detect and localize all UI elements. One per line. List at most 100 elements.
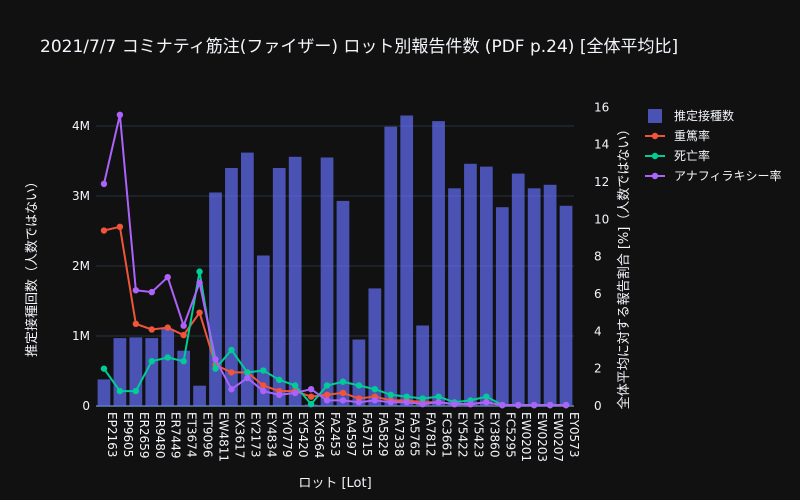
data-point[interactable] [100, 365, 108, 372]
data-point[interactable] [307, 400, 315, 408]
data-point[interactable] [228, 346, 235, 354]
data-point[interactable] [483, 393, 490, 400]
data-point[interactable] [164, 274, 171, 281]
data-point[interactable] [260, 382, 267, 389]
data-point[interactable] [196, 268, 203, 275]
data-point[interactable] [546, 401, 554, 409]
data-point[interactable] [339, 378, 347, 385]
bar[interactable] [129, 337, 143, 406]
data-point[interactable] [499, 401, 506, 409]
data-point[interactable] [323, 391, 331, 398]
data-point[interactable] [228, 369, 235, 376]
bar[interactable] [416, 325, 430, 407]
bar[interactable] [240, 152, 254, 406]
data-point[interactable] [212, 356, 219, 363]
data-point[interactable] [483, 399, 490, 406]
data-point[interactable] [244, 374, 251, 382]
data-point[interactable] [307, 386, 315, 393]
bar[interactable] [543, 184, 557, 406]
data-point[interactable] [260, 387, 267, 395]
data-point[interactable] [116, 387, 124, 395]
data-point[interactable] [180, 322, 187, 329]
data-point[interactable] [435, 393, 442, 400]
bar[interactable] [177, 350, 191, 406]
legend-item[interactable]: 推定接種数 [648, 108, 734, 123]
bar[interactable] [352, 339, 366, 407]
bar[interactable] [288, 156, 302, 406]
data-point[interactable] [339, 397, 347, 404]
data-point[interactable] [260, 367, 267, 374]
data-point[interactable] [387, 399, 394, 406]
bar[interactable] [161, 329, 175, 406]
bar[interactable] [320, 157, 334, 407]
data-point[interactable] [148, 288, 155, 296]
data-point[interactable] [228, 386, 235, 393]
data-point[interactable] [100, 180, 108, 188]
data-point[interactable] [339, 389, 347, 397]
data-point[interactable] [403, 393, 410, 400]
bar[interactable] [511, 173, 525, 406]
data-point[interactable] [419, 395, 426, 402]
data-point[interactable] [562, 401, 570, 409]
bar[interactable] [527, 188, 541, 406]
data-point[interactable] [180, 331, 187, 339]
bar[interactable] [336, 200, 350, 406]
data-point[interactable] [132, 287, 140, 294]
bar[interactable] [479, 166, 493, 406]
data-point[interactable] [403, 399, 410, 406]
bar[interactable] [256, 255, 270, 407]
data-point[interactable] [419, 400, 426, 408]
data-point[interactable] [323, 382, 331, 389]
bar[interactable] [272, 168, 286, 406]
data-point[interactable] [355, 399, 363, 406]
legend-item[interactable]: アナフィラキシー率 [645, 168, 782, 183]
data-point[interactable] [291, 382, 299, 389]
bar[interactable] [432, 121, 445, 406]
bar[interactable] [113, 338, 127, 406]
data-point[interactable] [276, 376, 283, 384]
data-point[interactable] [323, 397, 331, 404]
data-point[interactable] [100, 227, 108, 234]
bar[interactable] [97, 379, 111, 406]
data-point[interactable] [164, 354, 171, 361]
data-point[interactable] [180, 358, 187, 365]
legend-item[interactable]: 死亡率 [645, 148, 710, 163]
data-point[interactable] [387, 391, 394, 398]
data-point[interactable] [244, 369, 251, 376]
data-point[interactable] [116, 223, 124, 230]
bar[interactable] [209, 192, 222, 407]
data-point[interactable] [371, 397, 379, 404]
data-point[interactable] [435, 399, 442, 406]
data-point[interactable] [132, 387, 140, 395]
data-point[interactable] [451, 400, 458, 408]
bar[interactable] [225, 168, 238, 406]
data-point[interactable] [212, 365, 219, 372]
data-point[interactable] [148, 326, 155, 333]
bar[interactable] [368, 288, 382, 406]
data-point[interactable] [291, 389, 299, 397]
bar[interactable] [464, 163, 477, 406]
data-point[interactable] [164, 324, 171, 331]
data-point[interactable] [307, 393, 315, 400]
bar[interactable] [384, 126, 398, 406]
x-tick-label: EY3860 [487, 412, 501, 457]
data-point[interactable] [355, 382, 363, 389]
bar[interactable] [495, 207, 509, 406]
bar[interactable] [400, 115, 414, 407]
data-point[interactable] [530, 401, 538, 409]
data-point[interactable] [467, 400, 474, 408]
bar[interactable] [193, 385, 206, 406]
data-point[interactable] [116, 111, 124, 119]
data-point[interactable] [515, 401, 522, 409]
bar[interactable] [448, 188, 461, 406]
data-point[interactable] [371, 386, 379, 393]
legend-item[interactable]: 重篤率 [645, 128, 710, 143]
bar[interactable] [145, 338, 159, 406]
bar[interactable] [559, 205, 573, 406]
data-point[interactable] [132, 320, 140, 328]
data-point[interactable] [196, 309, 203, 316]
data-point[interactable] [148, 358, 155, 365]
data-point[interactable] [196, 279, 203, 286]
data-point[interactable] [276, 391, 283, 398]
